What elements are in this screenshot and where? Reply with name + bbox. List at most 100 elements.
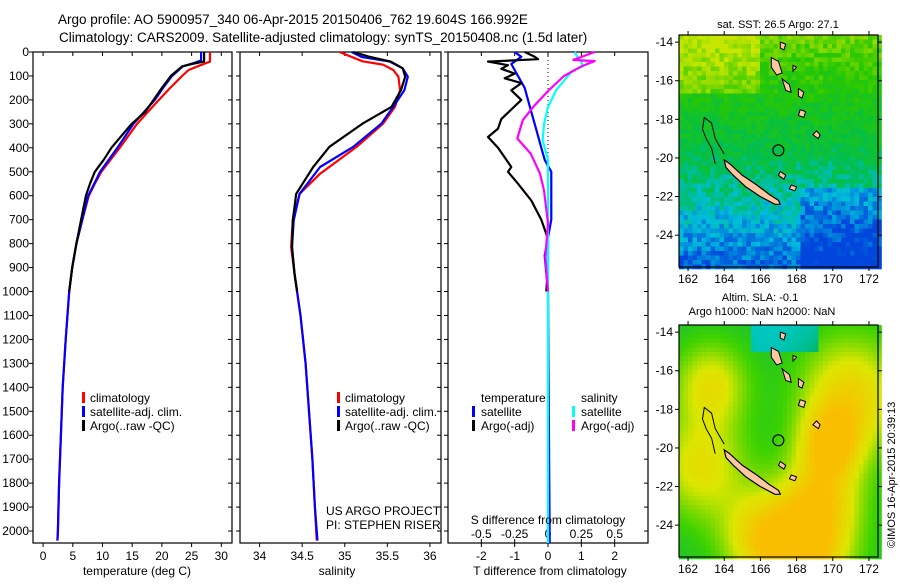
map-cell	[706, 62, 711, 67]
map-cell	[810, 202, 815, 207]
map-cell	[720, 388, 725, 393]
map-cell	[864, 456, 869, 461]
map-cell	[801, 184, 806, 189]
map-cell	[828, 384, 833, 389]
map-cell	[810, 71, 815, 76]
map-cell	[688, 215, 693, 220]
map-cell	[850, 242, 855, 247]
map-cell	[706, 510, 711, 515]
map-cell	[693, 98, 698, 103]
x-tick-label: 34	[253, 549, 267, 563]
map-cell	[693, 125, 698, 130]
map-cell	[751, 40, 756, 45]
map-cell	[850, 125, 855, 130]
map-cell	[738, 107, 743, 112]
map-cell	[819, 348, 824, 353]
map-cell	[774, 175, 779, 180]
map-cell	[805, 361, 810, 366]
map-cell	[769, 44, 774, 49]
map-cell	[733, 179, 738, 184]
map-cell	[697, 487, 702, 492]
map-cell	[729, 402, 734, 407]
map-cell	[810, 528, 815, 533]
map-cell	[769, 247, 774, 252]
map-cell	[742, 121, 747, 126]
map-cell	[814, 478, 819, 483]
map-cell	[801, 170, 806, 175]
map-cell	[859, 546, 864, 551]
map-cell	[850, 58, 855, 63]
map-cell	[832, 103, 837, 108]
map-cell	[796, 406, 801, 411]
map-cell	[765, 53, 770, 58]
map-cell	[855, 433, 860, 438]
map-cell	[724, 402, 729, 407]
map-cell	[873, 233, 878, 238]
map-cell	[823, 251, 828, 256]
map-cell	[715, 487, 720, 492]
map-cell	[778, 125, 783, 130]
map-cell	[846, 325, 851, 330]
map-cell	[679, 483, 684, 488]
map-cell	[769, 98, 774, 103]
map-cell	[873, 532, 878, 537]
map-cell	[805, 451, 810, 456]
map-cell	[769, 256, 774, 261]
map-cell	[715, 67, 720, 72]
map-cell	[697, 339, 702, 344]
map-cell	[774, 514, 779, 519]
map-cell	[783, 161, 788, 166]
map-cell	[819, 325, 824, 330]
map-cell	[715, 98, 720, 103]
map-cell	[733, 352, 738, 357]
map-cell	[693, 402, 698, 407]
map-cell	[760, 384, 765, 389]
map-cell	[729, 388, 734, 393]
map-cell	[801, 49, 806, 54]
map-cell	[859, 501, 864, 506]
map-cell	[796, 361, 801, 366]
map-cell	[751, 215, 756, 220]
map-cell	[837, 379, 842, 384]
map-cell	[711, 492, 716, 497]
map-cell	[679, 94, 684, 99]
map-cell	[729, 184, 734, 189]
map-cell	[693, 134, 698, 139]
map-cell	[859, 175, 864, 180]
map-cell	[760, 402, 765, 407]
map-cell	[796, 532, 801, 537]
map-cell	[841, 179, 846, 184]
map-cell	[864, 202, 869, 207]
map-cell	[859, 143, 864, 148]
map-cell	[859, 130, 864, 135]
map-cell	[837, 492, 842, 497]
map-cell	[765, 58, 770, 63]
map-cell	[796, 420, 801, 425]
map-cell	[823, 134, 828, 139]
map-cell	[819, 220, 824, 225]
map-cell	[747, 546, 752, 551]
map-cell	[720, 121, 725, 126]
map-cell	[679, 519, 684, 524]
map-cell	[733, 361, 738, 366]
map-cell	[819, 251, 824, 256]
map-cell	[765, 130, 770, 135]
map-cell	[868, 415, 873, 420]
map-cell	[774, 116, 779, 121]
map-cell	[738, 35, 743, 40]
map-cell	[801, 546, 806, 551]
map-cell	[832, 80, 837, 85]
map-cell	[679, 175, 684, 180]
map-cell	[873, 40, 878, 45]
map-cell	[805, 76, 810, 81]
map-cell	[783, 424, 788, 429]
map-cell	[756, 40, 761, 45]
map-cell	[832, 532, 837, 537]
map-cell	[702, 438, 707, 443]
map-cell	[774, 247, 779, 252]
map-cell	[796, 202, 801, 207]
map-cell	[783, 420, 788, 425]
map-cell	[774, 44, 779, 49]
map-cell	[684, 35, 689, 40]
map-cell	[697, 211, 702, 216]
